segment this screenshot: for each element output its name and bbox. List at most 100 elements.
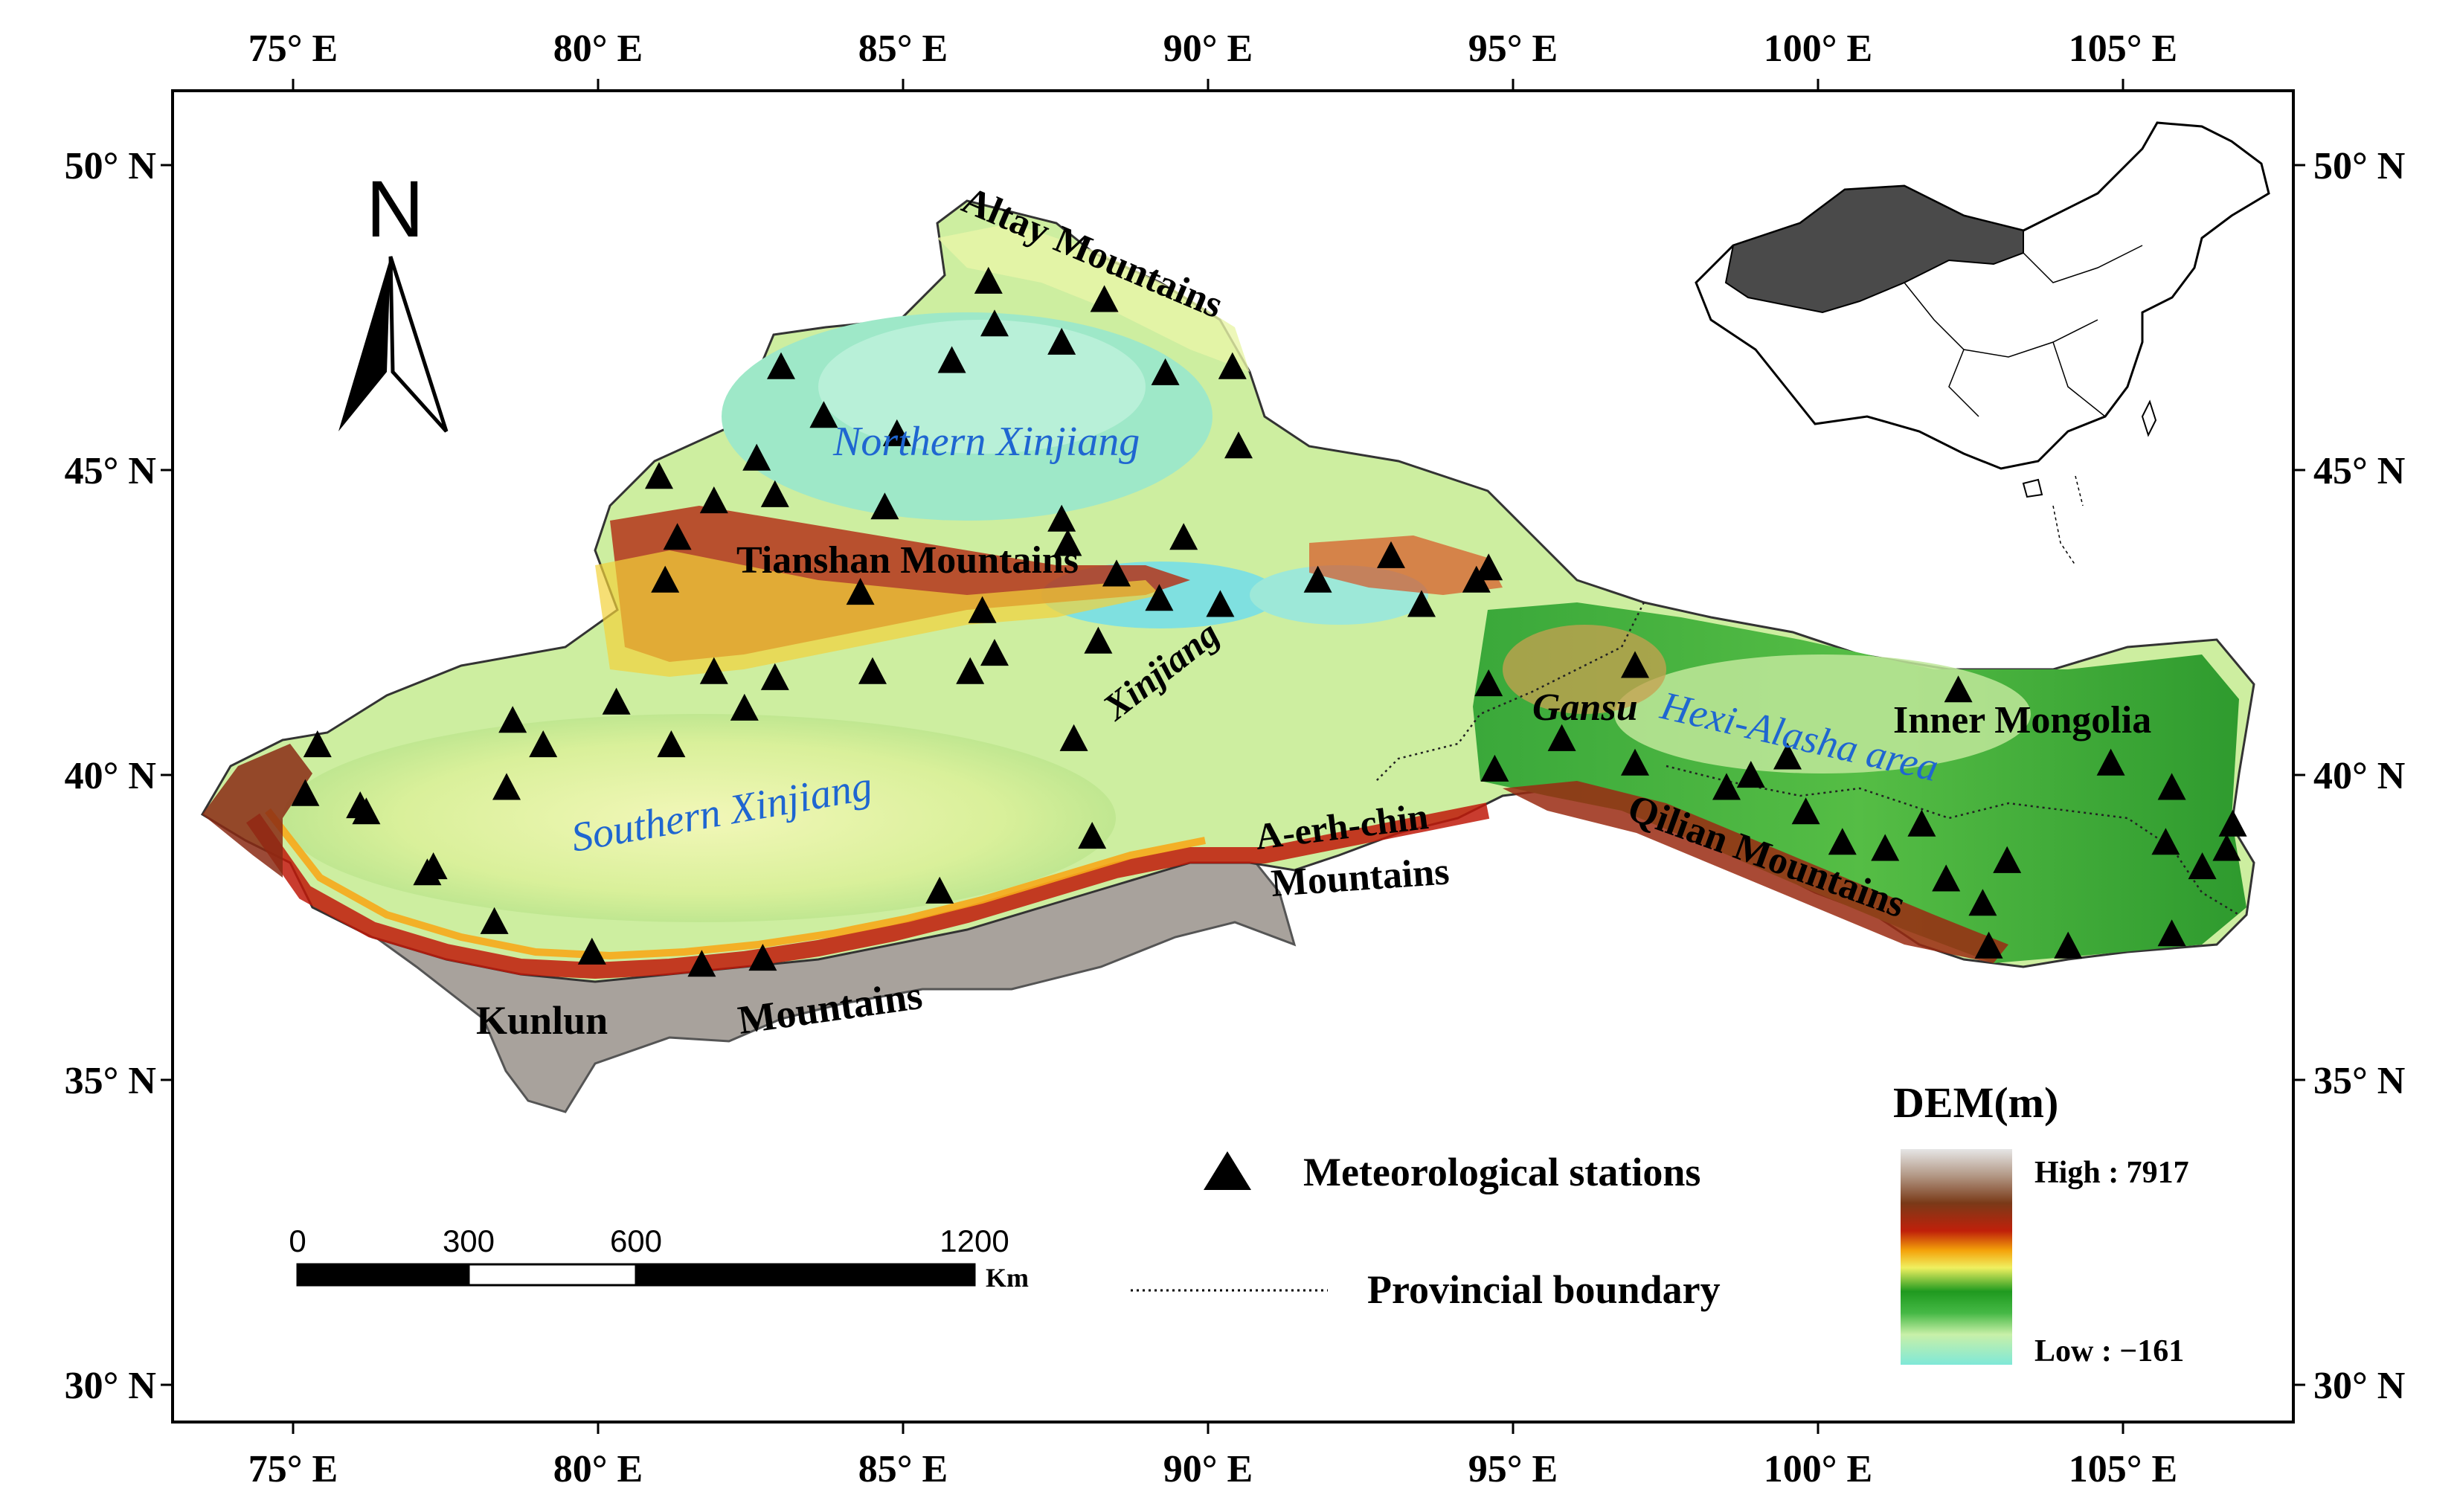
station-marker	[663, 523, 692, 550]
station-marker	[1047, 327, 1076, 355]
station-marker	[1047, 504, 1076, 532]
dem-high-label: High : 7917	[2034, 1156, 2189, 1190]
station-marker	[2151, 828, 2180, 855]
station-marker	[767, 352, 795, 379]
lat-label-right: 50° N	[2313, 145, 2405, 187]
inset-south-china-sea	[2052, 475, 2084, 566]
north-arrow: N	[338, 164, 449, 433]
legend-boundary-label: Provincial boundary	[1367, 1267, 1721, 1312]
lat-label-left: 50° N	[65, 145, 156, 187]
station-marker	[1224, 431, 1253, 459]
station-marker	[925, 876, 954, 904]
lon-label-bottom: 90° E	[1163, 1448, 1253, 1490]
station-marker	[1407, 590, 1436, 617]
station-marker	[760, 663, 789, 690]
station-marker	[1145, 584, 1174, 611]
station-marker	[352, 797, 381, 825]
dem-low-label: Low : −161	[2034, 1334, 2184, 1368]
lon-label-top: 90° E	[1163, 28, 1253, 70]
provincial-boundary-inner-mongolia	[1666, 765, 2240, 916]
kunlun-orange-edge	[265, 808, 1206, 960]
station-marker	[1828, 828, 1857, 855]
lon-label-top: 95° E	[1468, 28, 1558, 70]
station-marker	[937, 346, 966, 373]
station-marker	[1621, 651, 1649, 678]
station-marker	[1547, 724, 1576, 751]
lat-label-left: 30° N	[65, 1365, 156, 1407]
pamir-band	[202, 744, 312, 878]
station-marker	[2188, 852, 2217, 880]
station-marker	[956, 657, 985, 684]
scale-tick-600: 600	[610, 1223, 662, 1258]
station-marker	[529, 730, 558, 758]
lon-label-top: 75° E	[248, 28, 338, 70]
station-marker	[809, 401, 838, 428]
station-marker	[1791, 797, 1820, 825]
lon-label-top: 80° E	[553, 28, 643, 70]
qilian-band	[1503, 781, 2008, 963]
label-northern-xinjiang: Northern Xinjiang	[832, 419, 1140, 465]
station-marker	[1218, 352, 1247, 379]
lat-label-right: 40° N	[2313, 755, 2405, 797]
station-marker	[687, 950, 716, 977]
lat-label-left: 40° N	[65, 755, 156, 797]
station-marker	[1169, 523, 1198, 550]
kunlun-red-edge	[245, 802, 1490, 979]
station-marker	[1944, 675, 1973, 703]
station-marker	[1736, 761, 1765, 788]
scale-seg-300-600	[467, 1263, 637, 1287]
station-marker	[2096, 748, 2125, 776]
station-marker	[577, 937, 606, 965]
label-gansu: Gansu	[1532, 686, 1638, 729]
eastern-tianshan	[1309, 535, 1503, 595]
north-arrow-right-half	[388, 256, 449, 433]
lon-label-top: 100° E	[1764, 28, 1872, 70]
station-marker	[1480, 754, 1509, 782]
station-marker	[748, 944, 777, 971]
dem-legend-title: DEM(m)	[1893, 1078, 2058, 1127]
station-marker	[1773, 742, 1802, 770]
tianshan-yellow	[595, 550, 1160, 677]
station-marker	[303, 730, 332, 758]
station-marker	[980, 309, 1009, 337]
lon-label-bottom: 85° E	[858, 1448, 948, 1490]
station-marker	[1968, 889, 1997, 916]
scale-tick-1200: 1200	[940, 1223, 1009, 1258]
station-marker	[858, 657, 887, 684]
axis-labels: 75° E 75° E 80° E 80° E 85° E 85° E 90° E 90° E…	[65, 28, 2406, 1490]
station-marker	[1084, 626, 1113, 654]
legend: Meteorological stations Provincial bound…	[1131, 1078, 2189, 1368]
lon-label-bottom: 100° E	[1764, 1448, 1872, 1490]
inset-taiwan	[2141, 399, 2157, 437]
station-marker	[492, 773, 521, 800]
station-marker	[1102, 559, 1131, 587]
legend-station-symbol	[1204, 1151, 1251, 1190]
station-marker	[1206, 590, 1235, 617]
station-marker	[882, 419, 911, 446]
station-marker	[1053, 529, 1082, 556]
tarim-basin	[283, 714, 1116, 922]
station-marker	[1932, 864, 1961, 892]
station-marker	[645, 462, 673, 489]
station-layer	[291, 266, 2247, 977]
station-marker	[2157, 919, 2186, 947]
station-marker	[291, 779, 320, 806]
lat-label-right: 35° N	[2313, 1060, 2405, 1102]
alasha-desert	[1614, 654, 2031, 773]
scale-tick-0: 0	[289, 1223, 306, 1258]
lon-label-bottom: 80° E	[553, 1448, 643, 1490]
gansu-highland	[1503, 625, 1666, 714]
station-marker	[980, 639, 1009, 666]
legend-station-label: Meteorological stations	[1303, 1150, 1700, 1194]
station-marker	[1474, 553, 1503, 581]
station-marker	[2212, 834, 2241, 861]
north-arrow-left-half	[338, 257, 391, 431]
station-marker	[1151, 358, 1180, 385]
label-kunlun: Kunlun	[476, 998, 608, 1043]
scale-bar: 0 300 600 1200 Km	[289, 1223, 1029, 1293]
lon-label-top: 85° E	[858, 28, 948, 70]
lat-label-left: 35° N	[65, 1060, 156, 1102]
station-marker	[602, 687, 631, 715]
